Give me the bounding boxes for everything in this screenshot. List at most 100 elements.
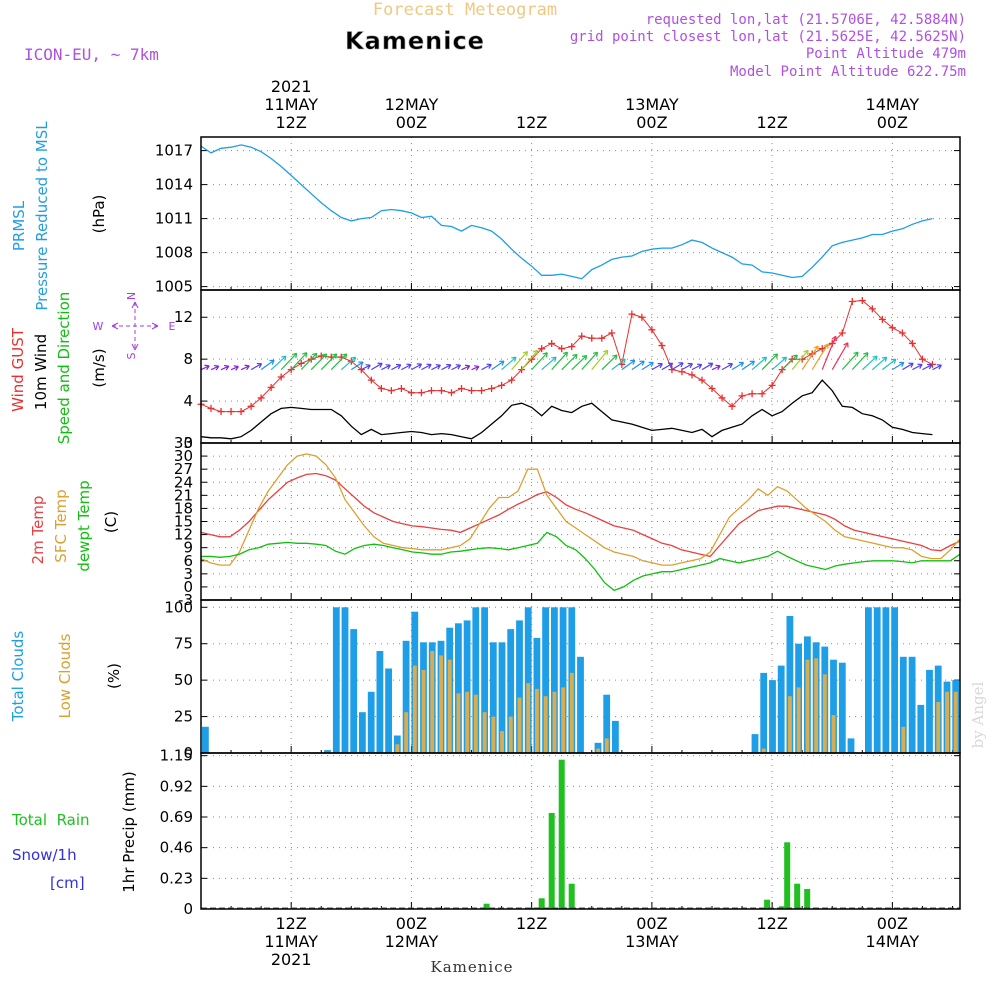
wind-arrow (811, 343, 829, 370)
wind-arrow (761, 353, 778, 371)
total-cloud-bar (489, 642, 497, 753)
gust-marker (608, 329, 616, 337)
snow-label: Snow/1h (12, 846, 77, 864)
pressure-unit: (hPa) (90, 195, 108, 234)
wind-arrow (731, 361, 744, 371)
ytick-label: 0.92 (160, 777, 193, 795)
gust-marker (417, 389, 425, 397)
wind-arrowhead (803, 349, 809, 356)
low-cloud-bar (465, 691, 470, 753)
wind-arrowhead (542, 352, 548, 358)
wind-arrowhead (395, 363, 402, 370)
wind-arrow (551, 351, 568, 371)
ytick-label: 25 (174, 708, 193, 726)
wind-arrowhead (872, 355, 878, 361)
gust-marker (628, 310, 636, 318)
wind-arrow (511, 351, 528, 371)
gust-marker (748, 390, 756, 398)
temp-unit: (C) (102, 511, 120, 533)
top-time-label: 12MAY (385, 95, 439, 114)
gust-marker (908, 339, 916, 347)
low-cloud-bar (517, 697, 522, 753)
low-cloud-bar (936, 702, 941, 753)
low-cloud-bar (526, 683, 531, 753)
gust-marker (888, 324, 896, 332)
top-time-label: 12Z (276, 113, 307, 132)
clouds-unit: (%) (105, 663, 123, 689)
low-cloud-bar (831, 715, 836, 753)
wind-arrowhead (331, 353, 338, 359)
gust-marker (367, 376, 375, 384)
low-cloud-bar (456, 693, 461, 753)
rain-bar (483, 903, 490, 909)
gust-marker (447, 389, 455, 397)
wind-arrowhead (581, 355, 588, 361)
wind-arrow (791, 349, 809, 371)
gust-marker (257, 394, 265, 402)
total-cloud-bar (899, 656, 907, 753)
wind-arrowhead (667, 362, 674, 368)
grid-point-coords: grid point closest lon,lat (21.5625E, 42… (570, 29, 966, 45)
gust-marker (427, 387, 435, 395)
ytick-label: 12 (174, 526, 193, 544)
wind-arrow (391, 364, 401, 371)
low-cloud-bar (500, 731, 504, 753)
wind-arrow (350, 361, 364, 371)
wind-arrow (841, 351, 859, 371)
wind-arrow (892, 361, 905, 371)
wind-arrowhead (256, 362, 263, 369)
gust-marker (898, 329, 906, 337)
pressure-label-1: PRMSL (10, 200, 28, 251)
wind-speed-line (200, 379, 933, 440)
top-time-label: 00Z (396, 113, 427, 132)
top-time-label: 12Z (516, 113, 547, 132)
low-cloud-bar (535, 688, 539, 753)
total-cloud-bar (838, 662, 846, 753)
ytick-label: 1008 (155, 244, 193, 262)
total-cloud-bar (376, 651, 384, 753)
wind-arrowhead (727, 362, 733, 369)
top-time-label: 14MAY (866, 95, 920, 114)
wind-arrowhead (511, 356, 517, 362)
total-cloud-bar (481, 607, 488, 753)
ytick-label: 0.23 (160, 869, 193, 887)
gust-marker (397, 385, 405, 393)
low-clouds-label: Low Clouds (56, 633, 74, 718)
wind-arrowhead (486, 363, 492, 369)
rain-bar (794, 883, 801, 909)
wind-arrowhead (365, 364, 371, 370)
low-cloud-bar (953, 691, 958, 753)
ytick-label: 0.69 (160, 808, 193, 826)
low-cloud-bar (805, 659, 810, 753)
gust-marker (468, 387, 476, 395)
wind-arrow (571, 355, 588, 371)
low-cloud-bar (604, 738, 609, 753)
wind-arrowhead (562, 351, 569, 357)
bottom-time-label: 12Z (756, 914, 787, 933)
gust-marker (237, 408, 245, 416)
ytick-label: 100 (164, 598, 193, 616)
wind-arrow (381, 364, 391, 371)
wind-arrow (371, 362, 383, 371)
wind-arrowhead (522, 351, 529, 357)
total-cloud-bar (202, 726, 209, 753)
gust-marker (698, 376, 706, 384)
wind-arrowhead (204, 364, 210, 371)
pressure-panel: 1005 1008 1011 1014 1017 (155, 136, 961, 296)
wind-arrowhead (321, 353, 328, 359)
wind-arrowhead (715, 364, 721, 371)
wind-arrowhead (291, 352, 298, 359)
wind-arrowhead (464, 364, 471, 371)
wind-arrowhead (224, 364, 230, 371)
panel-frame (200, 442, 961, 601)
gust-marker (758, 390, 766, 398)
wind-arrow (260, 359, 275, 371)
rain-bar (764, 899, 771, 909)
wind-arrowhead (831, 335, 838, 341)
gust-marker (868, 305, 876, 313)
wind-arrowhead (572, 353, 578, 360)
wind-arrow (681, 363, 693, 371)
wind-arrow (481, 363, 492, 371)
wind-arrow (902, 362, 914, 371)
sfc-temp-label: SFC Temp (52, 489, 70, 562)
